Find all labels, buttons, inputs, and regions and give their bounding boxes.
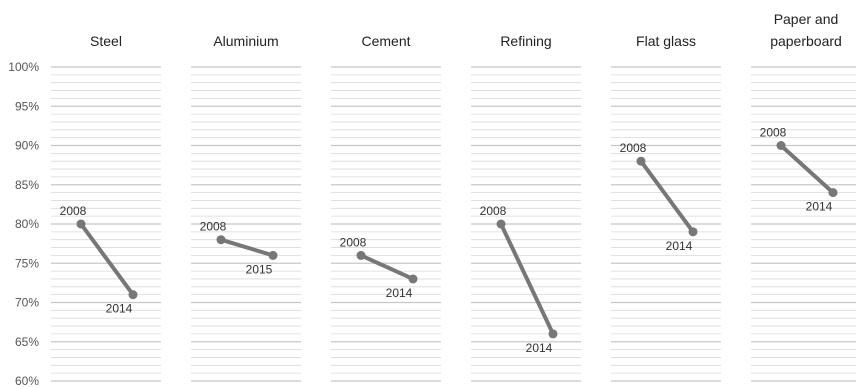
y-tick-label: 65% — [15, 335, 39, 349]
point-label: 2008 — [480, 204, 507, 218]
data-point — [128, 290, 138, 300]
point-label: 2014 — [386, 286, 413, 300]
panel: Paper and paperboard 2008 2014 — [760, 11, 842, 214]
data-point — [548, 329, 558, 339]
y-tick-label: 100% — [8, 60, 39, 74]
point-label: 2014 — [106, 302, 133, 316]
panels: Steel 2008 2014 Aluminium 2008 2015 Cement 2008… — [60, 11, 842, 355]
panel: Steel 2008 2014 — [60, 33, 138, 316]
data-point — [268, 250, 278, 260]
data-point — [76, 219, 86, 229]
panel-title: Paper and paperboard — [770, 11, 842, 49]
point-label: 2008 — [60, 204, 87, 218]
y-tick-label: 60% — [15, 374, 39, 388]
panel-title: Cement — [361, 33, 410, 49]
point-label: 2008 — [760, 126, 787, 140]
data-point — [216, 235, 226, 245]
series-line — [499, 222, 555, 336]
point-label: 2014 — [666, 239, 693, 253]
point-label: 2008 — [200, 220, 227, 234]
panel: Cement 2008 2014 — [340, 33, 418, 300]
y-tick-label: 70% — [15, 296, 39, 310]
y-tick-label: 75% — [15, 256, 39, 270]
gridlines — [51, 66, 856, 382]
data-point — [356, 250, 366, 260]
panel-title: Aluminium — [213, 33, 278, 49]
point-label: 2014 — [806, 200, 833, 214]
panel-title: Refining — [500, 33, 551, 49]
data-point — [776, 141, 786, 150]
panel: Flat glass 2008 2014 — [620, 33, 698, 253]
panel: Refining 2008 2014 — [480, 33, 558, 355]
series-line — [359, 253, 415, 281]
series-line — [79, 222, 135, 297]
y-tick-label: 90% — [15, 139, 39, 153]
data-point — [636, 156, 646, 166]
y-axis: 100% 95% 90% 85% 80% 75% 70% 65% 60% — [8, 60, 39, 388]
data-point — [688, 227, 698, 237]
data-point — [408, 274, 418, 284]
y-tick-label: 95% — [15, 99, 39, 113]
y-tick-label: 80% — [15, 217, 39, 231]
data-point — [828, 188, 838, 198]
point-label: 2015 — [246, 262, 273, 276]
series-line — [779, 143, 835, 195]
y-tick-label: 85% — [15, 178, 39, 192]
panel-title: Steel — [90, 33, 122, 49]
data-point — [496, 219, 506, 229]
panel-title: Flat glass — [636, 33, 696, 49]
series-line — [639, 159, 695, 234]
series-line — [219, 237, 275, 258]
point-label: 2008 — [620, 141, 647, 155]
point-label: 2014 — [526, 341, 553, 355]
point-label: 2008 — [340, 235, 367, 249]
panel: Aluminium 2008 2015 — [200, 33, 279, 276]
